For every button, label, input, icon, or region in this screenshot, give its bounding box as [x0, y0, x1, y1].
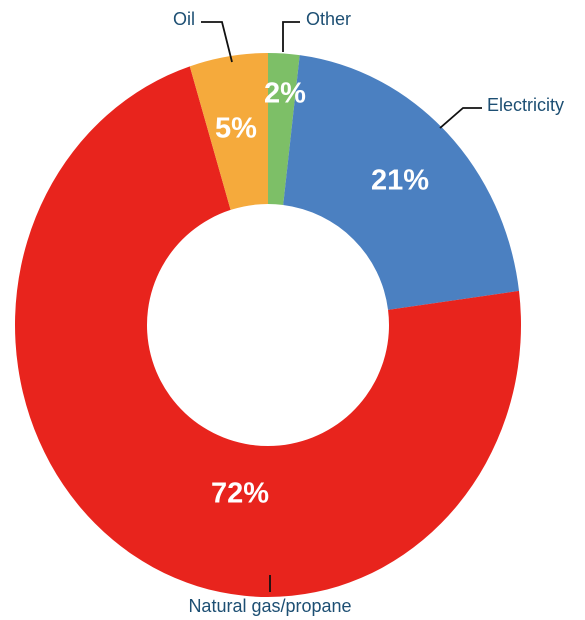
leader-line — [201, 21, 233, 63]
donut-slice — [15, 66, 521, 597]
donut-slice — [189, 53, 268, 210]
category-label: Other — [306, 9, 351, 29]
category-label: Oil — [173, 9, 195, 29]
value-label: 21% — [371, 165, 429, 197]
leader-line — [282, 21, 300, 52]
donut-slice — [268, 53, 300, 205]
category-label: Electricity — [487, 95, 564, 115]
category-label: Natural gas/propane — [188, 596, 351, 616]
donut-slice — [283, 55, 520, 310]
value-label: 5% — [215, 113, 257, 145]
leader-line — [439, 107, 482, 129]
value-label: 72% — [211, 478, 269, 510]
value-label: 2% — [264, 78, 306, 110]
